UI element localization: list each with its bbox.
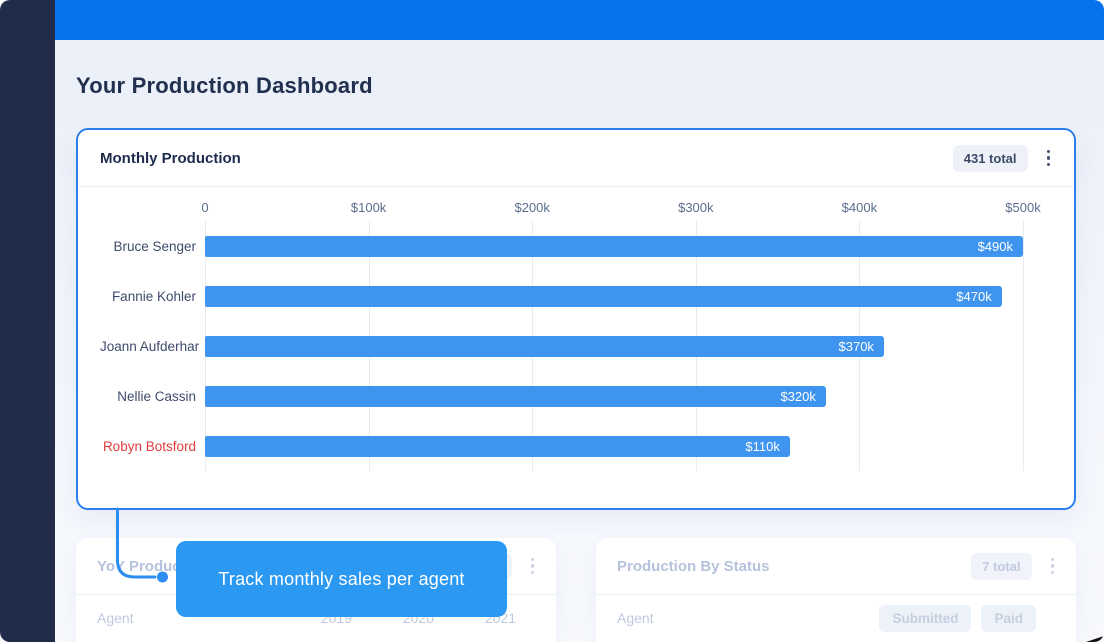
bar-nellie-cassin[interactable]: $320k — [205, 385, 826, 407]
agent-label: Joann Aufderhar — [100, 338, 200, 354]
monthly-production-card: Monthly Production 431 total 0 $100k $20… — [76, 128, 1076, 510]
mouse-cursor-icon — [1086, 636, 1104, 642]
column-header-agent: Agent — [617, 610, 654, 626]
card-header: Monthly Production 431 total — [78, 130, 1074, 187]
x-tick: $100k — [350, 200, 387, 215]
bar-bruce-senger[interactable]: $490k — [205, 235, 1023, 257]
callout-tooltip: Track monthly sales per agent — [176, 541, 507, 617]
x-tick: $300k — [678, 200, 714, 215]
agent-label: Nellie Cassin — [117, 388, 196, 404]
column-header-agent: Agent — [97, 610, 134, 626]
x-tick: $400k — [841, 200, 878, 215]
bar-row: Bruce Senger $490k — [100, 221, 1074, 271]
total-count-badge: 7 total — [971, 552, 1032, 580]
monthly-production-bar-chart: 0 $100k $200k $300k $400k $500k Bruce Se… — [100, 197, 1074, 471]
bar-value-label: $470k — [956, 288, 992, 304]
production-by-status-card: Production By Status 7 total Agent Submi… — [596, 538, 1076, 642]
bar-row: Nellie Cassin $320k — [100, 371, 1074, 421]
bar-row: Fannie Kohler $470k — [100, 271, 1074, 321]
card-header: Production By Status 7 total — [596, 538, 1076, 595]
callout-text: Track monthly sales per agent — [218, 568, 465, 589]
card-title: Production By Status — [617, 557, 770, 575]
status-pill-paid[interactable]: Paid — [981, 604, 1036, 632]
status-pill-submitted[interactable]: Submitted — [879, 604, 972, 632]
card-title: Monthly Production — [100, 149, 241, 167]
kebab-menu-icon[interactable] — [1047, 554, 1059, 579]
left-navigation-rail — [0, 0, 55, 642]
total-count-badge: 431 total — [952, 144, 1028, 172]
x-tick: $200k — [514, 200, 550, 215]
kebab-menu-icon[interactable] — [527, 554, 539, 579]
agent-label-highlighted: Robyn Botsford — [102, 438, 196, 454]
x-tick: 0 — [201, 200, 209, 215]
bar-fannie-kohler[interactable]: $470k — [205, 285, 1002, 307]
bar-joann-aufderhar[interactable]: $370k — [205, 335, 884, 357]
bar-row: Joann Aufderhar $370k — [100, 321, 1074, 371]
x-tick: $500k — [1005, 200, 1041, 215]
bar-row: Robyn Botsford $110k — [100, 421, 1074, 471]
bar-value-label: $110k — [745, 438, 780, 454]
top-app-bar — [55, 0, 1104, 40]
page-title: Your Production Dashboard — [76, 73, 373, 98]
kebab-menu-icon[interactable] — [1043, 146, 1055, 171]
agent-label: Bruce Senger — [113, 238, 196, 254]
x-axis: 0 $100k $200k $300k $400k $500k — [201, 197, 1040, 221]
bar-value-label: $370k — [838, 338, 874, 354]
bar-value-label: $490k — [977, 238, 1013, 254]
bar-value-label: $320k — [780, 388, 816, 404]
table-header-row: Agent Submitted Paid — [596, 595, 1076, 641]
agent-label: Fannie Kohler — [111, 288, 196, 304]
bar-robyn-botsford[interactable]: $110k — [205, 435, 790, 457]
